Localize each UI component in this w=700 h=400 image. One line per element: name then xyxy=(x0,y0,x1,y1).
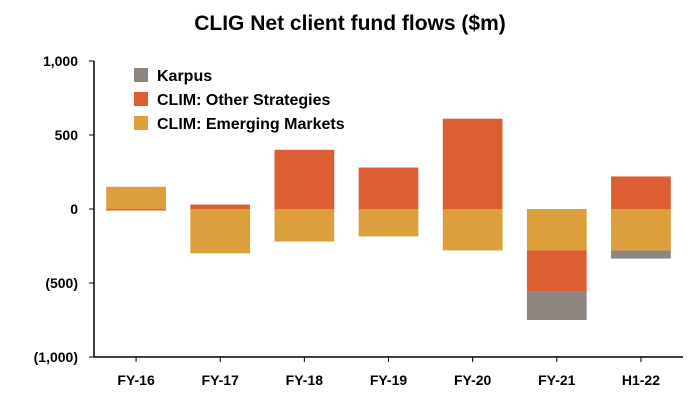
x-tick-label: FY-20 xyxy=(454,372,492,388)
x-tick-label: H1-22 xyxy=(622,372,660,388)
bar-clim-emerging-markets-fy-19 xyxy=(358,209,419,237)
bar-karpus-fy-21 xyxy=(526,291,587,320)
y-tick-label: (1,000) xyxy=(34,349,78,365)
y-tick-label: (500) xyxy=(45,275,78,291)
bar-clim-other-strategies-fy-17 xyxy=(190,204,251,209)
y-tick-label: 0 xyxy=(70,201,78,217)
x-ticks-group: FY-16 FY-17 FY-18 FY-19 FY-20 FY-21 H1-22 xyxy=(117,357,660,388)
bar-clim-other-strategies-fy-18 xyxy=(274,149,335,209)
y-ticks-group: 1,000 500 0 (500) (1,000) xyxy=(34,53,94,365)
bar-karpus-h1-22 xyxy=(611,250,671,259)
legend-group: Karpus CLIM: Other Strategies CLIM: Emergi… xyxy=(134,68,345,133)
legend-label: CLIM: Emerging Markets xyxy=(157,116,345,133)
x-tick-label: FY-18 xyxy=(286,372,324,388)
chart-title: CLIG Net client fund flows ($m) xyxy=(194,12,506,35)
legend-swatch xyxy=(134,68,148,82)
legend-label: CLIM: Other Strategies xyxy=(157,92,330,109)
bars-group xyxy=(106,118,671,320)
bar-clim-emerging-markets-fy-16 xyxy=(106,186,166,209)
x-tick-label: FY-16 xyxy=(117,372,155,388)
y-tick-label: 1,000 xyxy=(43,53,78,69)
bar-clim-emerging-markets-fy-20 xyxy=(442,209,503,251)
x-tick-label: FY-17 xyxy=(202,372,240,388)
legend-label: Karpus xyxy=(157,68,212,85)
bar-clim-emerging-markets-fy-18 xyxy=(274,209,335,242)
bar-clim-other-strategies-fy-19 xyxy=(358,167,419,209)
bar-clim-other-strategies-fy-21 xyxy=(526,250,587,292)
bar-clim-emerging-markets-fy-21 xyxy=(526,209,587,251)
bar-clim-other-strategies-fy-16 xyxy=(106,209,166,211)
bar-clim-other-strategies-fy-20 xyxy=(442,118,503,209)
x-tick-label: FY-19 xyxy=(370,372,408,388)
legend-swatch xyxy=(134,92,148,106)
bar-clim-emerging-markets-fy-17 xyxy=(190,209,251,254)
bar-clim-other-strategies-h1-22 xyxy=(611,176,671,209)
y-tick-label: 500 xyxy=(55,127,79,143)
legend-swatch xyxy=(134,116,148,130)
bar-clim-emerging-markets-h1-22 xyxy=(611,209,671,251)
x-tick-label: FY-21 xyxy=(538,372,576,388)
